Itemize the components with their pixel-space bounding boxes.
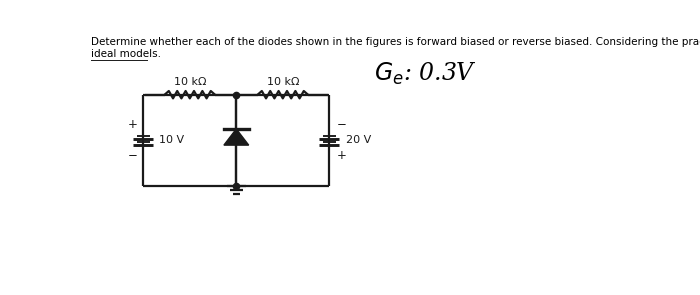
Text: ideal models.: ideal models. [92, 49, 162, 59]
Text: −: − [337, 118, 346, 131]
Text: Determine whether each of the diodes shown in the figures is forward biased or r: Determine whether each of the diodes sho… [92, 37, 700, 47]
Text: 10 kΩ: 10 kΩ [267, 77, 299, 87]
Text: +: + [337, 149, 346, 162]
Text: $\mathit{G_e}$: 0.3V: $\mathit{G_e}$: 0.3V [374, 61, 477, 87]
Polygon shape [224, 129, 248, 145]
Text: −: − [127, 149, 137, 162]
Text: 10 kΩ: 10 kΩ [174, 77, 206, 87]
Text: 20 V: 20 V [346, 135, 372, 145]
Text: +: + [127, 118, 137, 131]
Text: 10 V: 10 V [159, 135, 184, 145]
